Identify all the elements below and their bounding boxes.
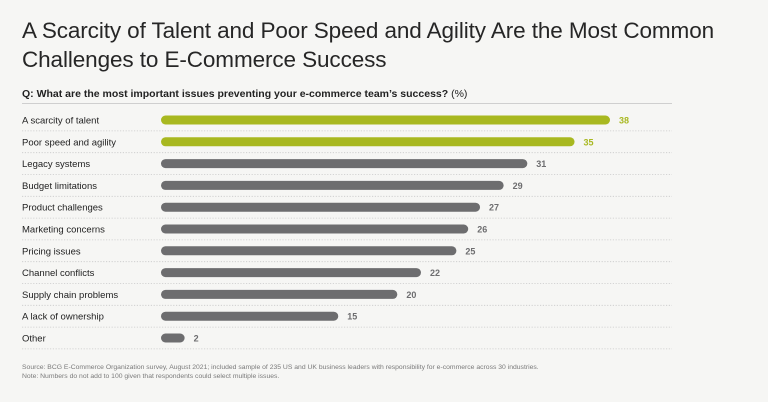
category-label: Supply chain problems	[22, 290, 118, 301]
value-label: 27	[489, 203, 499, 213]
note-text: Note: Numbers do not add to 100 given th…	[22, 373, 280, 380]
bar	[161, 180, 504, 190]
value-label: 35	[584, 137, 594, 147]
category-label: Other	[22, 334, 46, 345]
value-label: 22	[430, 268, 440, 278]
bar-chart: A scarcity of talent 38 Poor speed and agi…	[22, 115, 672, 350]
bar	[161, 268, 421, 278]
bar	[161, 333, 185, 343]
bar	[161, 246, 457, 256]
category-label: Marketing concerns	[22, 225, 105, 236]
question-text: Q: What are the most important issues pr…	[22, 88, 467, 100]
category-label: A scarcity of talent	[22, 116, 99, 127]
value-label: 2	[194, 334, 199, 344]
bar	[161, 289, 398, 299]
chart-title: A Scarcity of Talent and Poor Speed and …	[22, 18, 715, 72]
bar	[161, 202, 481, 212]
header-divider	[22, 103, 672, 104]
bar	[161, 224, 469, 234]
category-label: Budget limitations	[22, 181, 97, 192]
unit-label: (%)	[451, 88, 468, 100]
value-label: 38	[619, 116, 629, 126]
bar	[161, 137, 575, 147]
value-label: 29	[513, 181, 523, 191]
value-label: 26	[477, 225, 487, 235]
source-text: Source: BCG E-Commerce Organization surv…	[22, 364, 539, 371]
value-label: 31	[536, 159, 546, 169]
bar	[161, 311, 339, 321]
value-label: 25	[465, 246, 475, 256]
category-label: Legacy systems	[22, 159, 90, 170]
bar	[161, 115, 610, 125]
value-label: 15	[347, 312, 357, 322]
bar	[161, 159, 528, 169]
source-notes: Source: BCG E-Commerce Organization surv…	[22, 363, 742, 381]
question-label: Q: What are the most important issues pr…	[22, 88, 449, 100]
category-label: A lack of ownership	[22, 312, 104, 323]
category-label: Pricing issues	[22, 246, 81, 257]
value-label: 20	[406, 290, 416, 300]
category-label: Product challenges	[22, 203, 103, 214]
category-label: Poor speed and agility	[22, 137, 116, 148]
category-label: Channel conflicts	[22, 268, 95, 279]
